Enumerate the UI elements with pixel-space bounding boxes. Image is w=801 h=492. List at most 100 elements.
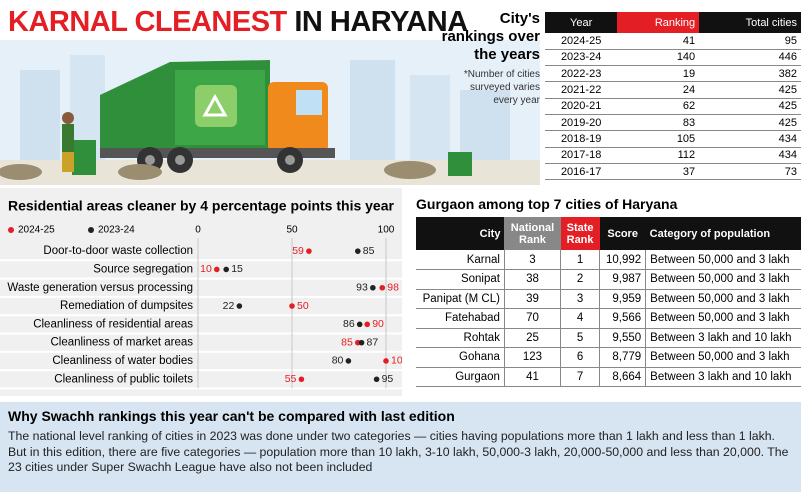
headline: KARNAL CLEANEST IN HARYANA [8,6,468,39]
table-cell: 62 [682,100,696,113]
header-row: City National Rank State Rank Score Category… [416,217,801,250]
table-cell: Between 50,000 and 3 lakh [650,273,790,286]
legend-label: 2024-25 [18,225,55,236]
dot [370,284,376,291]
rankings-title: City's rankings over the years [441,10,540,63]
table-cell: 5 [560,328,601,348]
table-cell: 10,992 [599,250,647,270]
column-header: City [479,227,501,240]
dot-label: 22 [223,300,235,312]
table-cell: 8,664 [599,367,647,387]
note-title: Why Swachh rankings this year can't be c… [8,408,455,424]
dot [345,358,352,364]
table-cell: Gohana [416,347,505,367]
table-cell: 19 [682,67,696,80]
table-cell: 37 [682,165,696,178]
table-cell: 9,959 [599,289,647,309]
header-row: Year Ranking Total cities [545,12,801,33]
table-cell: 41 [682,34,696,47]
table-cell: 7 [560,367,601,387]
table-row: Rohtak 25 5 9,550 Between 3 lakh and 10 lakh [416,328,801,348]
column-header: Total cities [745,16,797,29]
table-cell: 38 [504,269,562,289]
table-cell: 434 [778,149,797,162]
dot [236,303,243,309]
note-box: Why Swachh rankings this year can't be c… [0,402,801,492]
table-row: Karnal 3 1 10,992 Between 50,000 and 3 lakh [416,250,801,270]
dot [223,266,229,273]
legend-marker [88,227,94,233]
table-cell: 112 [677,149,696,162]
table-cell: Between 3 lakh and 10 lakh [650,331,792,344]
table-cell: 425 [778,84,797,97]
table-cell: Between 3 lakh and 10 lakh [650,370,792,383]
table-cell: Between 50,000 and 3 lakh [650,312,790,325]
table-cell: 434 [778,132,797,145]
table-cell: Rohtak [416,328,505,348]
column-header: Ranking [617,12,700,33]
category-label: Waste generation versus processing [7,282,193,294]
table-cell: 2021-22 [560,84,602,97]
x-tick-label: 50 [286,225,298,236]
table-cell: 9,550 [599,328,647,348]
dot-label: 55 [285,373,297,385]
dot-chart: Residential areas cleaner by 4 percentag… [0,198,402,390]
table-row: Sonipat 38 2 9,987 Between 50,000 and 3 lakh [416,269,801,289]
table-cell: 425 [778,116,797,129]
table-cell: 382 [778,67,797,80]
rankings-note: *Number of cities surveyed varies every … [463,69,540,106]
category-label: Source segregation [93,263,193,275]
dot-label: 93 [356,282,368,294]
dot-label: 10 [200,263,212,275]
column-header: Category of population [649,227,771,240]
dot [214,266,220,273]
illustration [0,40,540,185]
table-cell: Panipat (M CL) [416,289,505,309]
table-cell: 2022-23 [560,67,602,80]
table-cell: 2 [560,269,601,289]
table-row: 2021-22 24 425 [545,82,801,99]
table-cell: 1 [560,250,601,270]
table-cell: Between 50,000 and 3 lakh [650,351,790,364]
table-row: 2023-24 140 446 [545,49,801,66]
table-row: 2018-19 105 434 [545,131,801,148]
table-cell: 6 [560,347,601,367]
column-header: Year [570,16,593,29]
table-cell: 2017-18 [560,149,602,162]
table-cell: Sonipat [416,269,505,289]
table-cell: 9,987 [599,269,647,289]
table-row: Panipat (M CL) 39 3 9,959 Between 50,000 and… [416,289,801,309]
table-cell: Between 50,000 and 3 lakh [650,253,790,266]
dot [373,376,380,383]
column-header: State Rank [560,217,600,250]
table-row: 2017-18 112 434 [545,147,801,164]
dot [289,303,295,309]
table-cell: Gurgaon [416,367,505,387]
table-cell: 95 [784,34,797,47]
table-cell: 2020-21 [560,100,602,113]
table-cell: 140 [676,51,696,64]
table-cell: 8,779 [599,347,647,367]
legend-marker [8,227,14,233]
table-cell: 83 [682,116,696,129]
dot-label: 98 [387,282,399,294]
dot-label: 86 [343,318,355,330]
table-cell: 70 [504,308,562,328]
legend-label: 2023-24 [98,225,135,236]
table-cell: 425 [778,100,797,113]
dot [355,248,361,254]
dot-label: 90 [372,318,384,330]
category-label: Cleanliness of market areas [50,337,193,349]
chart-title: Residential areas cleaner by 4 percentag… [8,198,394,214]
dot-label: 59 [292,245,304,257]
table-row: 2022-23 19 382 [545,66,801,82]
table-cell: 41 [504,367,562,387]
table-cell: 446 [778,51,797,64]
table-row: Fatehabad 70 4 9,566 Between 50,000 and 3 la… [416,308,801,328]
table-cell: Karnal [416,250,505,270]
table-cell: 4 [560,308,601,328]
headline-black: IN HARYANA [294,6,468,38]
table-cell: 2023-24 [560,51,602,64]
table-cell: 9,566 [599,308,647,328]
gurgaon-table: City National Rank State Rank Score Category… [416,217,801,387]
